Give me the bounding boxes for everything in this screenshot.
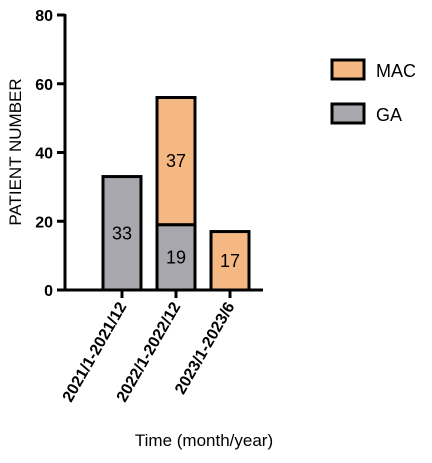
- y-tick-label: 0: [44, 283, 53, 300]
- x-tick-label: 2023/1-2023/6: [172, 299, 238, 397]
- legend-swatch-mac: [330, 58, 366, 81]
- bar-ga: [101, 175, 143, 292]
- y-tick-label: 80: [35, 8, 53, 25]
- x-axis-title: Time (month/year): [135, 431, 273, 450]
- legend-label-mac: MAC: [376, 61, 416, 81]
- legend-swatch-ga: [330, 102, 366, 125]
- data-label: 33: [112, 223, 132, 243]
- y-tick-label: 60: [35, 77, 53, 94]
- bar-mac: [209, 230, 251, 292]
- y-tick-label: 40: [35, 146, 53, 163]
- data-label: 37: [166, 151, 186, 171]
- data-label: 17: [220, 251, 240, 271]
- legend-label-ga: GA: [376, 105, 402, 125]
- x-axis: 2021/1-2021/122022/1-2022/122023/1-2023/…: [60, 288, 263, 405]
- y-tick-label: 20: [35, 214, 53, 231]
- y-axis: 0 20 40 60 80: [35, 8, 67, 300]
- data-labels: 33 19 37 17: [112, 151, 240, 271]
- legend: MAC GA: [330, 58, 416, 125]
- bars: [101, 96, 251, 292]
- y-axis-title: PATIENT NUMBER: [6, 78, 25, 225]
- bar-mac: [155, 96, 197, 227]
- data-label: 19: [166, 247, 186, 267]
